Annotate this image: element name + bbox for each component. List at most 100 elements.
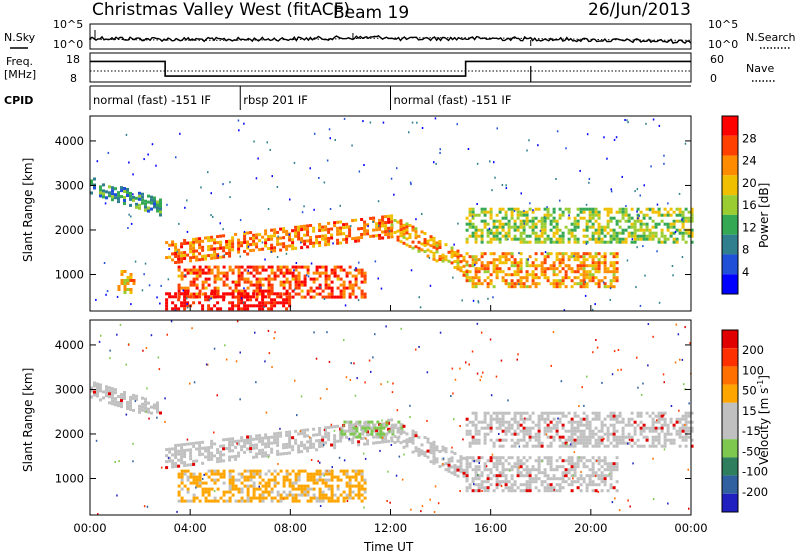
heatmap-noise-cell <box>276 256 279 258</box>
heatmap-cell <box>615 489 619 493</box>
heatmap-cell <box>291 295 295 299</box>
heatmap-cell <box>420 449 424 453</box>
heatmap-cell <box>591 213 595 217</box>
heatmap-cell <box>612 414 616 418</box>
heatmap-cell <box>555 285 559 289</box>
heatmap-cell <box>432 446 436 450</box>
heatmap-cell <box>213 250 217 254</box>
heatmap-noise-cell <box>229 181 231 184</box>
heatmap-cell <box>462 471 466 475</box>
heatmap-cell <box>645 234 649 238</box>
heatmap-cell <box>537 414 541 418</box>
heatmap-cell <box>348 429 352 433</box>
heatmap-noise-cell <box>293 161 296 164</box>
heatmap-cell <box>273 438 277 442</box>
heatmap-cell <box>276 440 280 444</box>
heatmap-cell <box>348 496 352 500</box>
heatmap-cell <box>342 268 346 272</box>
heatmap-cell <box>111 387 114 391</box>
heatmap-cell <box>261 304 265 308</box>
heatmap-cell <box>492 258 496 262</box>
heatmap-noise-cell <box>609 287 612 290</box>
heatmap-cell <box>432 239 436 243</box>
heatmap-cell <box>222 280 226 284</box>
heatmap-cell <box>570 423 574 427</box>
heatmap-cell <box>252 469 256 473</box>
heatmap-cell <box>654 438 658 442</box>
heatmap-cell <box>279 265 283 269</box>
heatmap-cell <box>582 267 586 271</box>
heatmap-cell <box>516 210 520 214</box>
heatmap-cell <box>309 443 313 446</box>
heatmap-cell <box>603 468 607 472</box>
heatmap-cell <box>201 283 205 287</box>
heatmap-cell <box>225 271 229 275</box>
heatmap-cell <box>600 429 604 433</box>
heatmap-cell <box>561 258 565 262</box>
heatmap-cell <box>219 456 223 460</box>
heatmap-cell <box>276 239 280 243</box>
heatmap-cell <box>486 234 490 238</box>
heatmap-cell <box>345 481 349 485</box>
heatmap-cell <box>192 252 196 256</box>
heatmap-cell <box>621 207 625 211</box>
heatmap-cell <box>321 481 325 485</box>
heatmap-cell <box>456 459 460 463</box>
heatmap-cell <box>390 217 394 221</box>
heatmap-cell <box>606 225 610 229</box>
heatmap-cell <box>318 445 322 448</box>
heatmap-cell <box>450 465 454 469</box>
heatmap-cell <box>663 240 667 244</box>
heatmap-cell <box>615 237 619 241</box>
heatmap-cell <box>324 481 328 485</box>
heatmap-noise-cell <box>130 222 133 225</box>
heatmap-cell <box>414 245 418 249</box>
heatmap-cell <box>366 229 370 233</box>
heatmap-cell <box>261 439 265 443</box>
heatmap-cell <box>456 264 460 268</box>
heatmap-cell <box>291 499 295 503</box>
heatmap-cell <box>345 286 349 290</box>
heatmap-cell <box>684 429 688 433</box>
heatmap-cell <box>501 420 505 424</box>
heatmap-cell <box>612 432 616 436</box>
heatmap-cell <box>405 237 409 241</box>
heatmap-noise-cell <box>210 297 212 300</box>
heatmap-cell <box>210 442 214 446</box>
heatmap-noise-cell <box>265 411 268 414</box>
heatmap-cell <box>468 462 472 466</box>
heatmap-cell <box>483 480 487 484</box>
heatmap-cell <box>459 461 463 465</box>
heatmap-cell <box>414 446 418 450</box>
heatmap-cell <box>678 417 682 421</box>
heatmap-cell <box>264 289 268 293</box>
heatmap-cell <box>207 449 211 453</box>
colorbar-swatch <box>722 421 738 440</box>
heatmap-noise-cell <box>313 132 316 135</box>
heatmap-cell <box>510 417 514 421</box>
heatmap-cell <box>504 282 508 286</box>
heatmap-cell <box>453 452 457 455</box>
heatmap-cell <box>207 487 211 491</box>
heatmap-cell <box>210 253 214 257</box>
heatmap-cell <box>231 292 235 296</box>
heatmap-noise-cell <box>603 136 605 139</box>
heatmap-noise-cell <box>319 286 321 289</box>
heatmap-cell <box>594 237 598 241</box>
heatmap-cell <box>663 237 667 241</box>
heatmap-cell <box>603 462 607 466</box>
heatmap-cell <box>582 207 586 211</box>
heatmap-cell <box>237 304 241 308</box>
heatmap-cell <box>435 250 439 254</box>
heatmap-cell <box>567 276 571 280</box>
heatmap-cell <box>543 255 547 259</box>
heatmap-cell <box>192 462 196 466</box>
heatmap-noise-cell <box>328 360 331 363</box>
heatmap-cell <box>312 433 316 437</box>
heatmap-cell <box>591 261 595 265</box>
heatmap-noise-cell <box>681 218 683 221</box>
heatmap-cell <box>249 283 253 287</box>
colorbar-swatch <box>722 274 738 294</box>
heatmap-noise-cell <box>507 238 509 241</box>
heatmap-cell <box>306 499 310 503</box>
